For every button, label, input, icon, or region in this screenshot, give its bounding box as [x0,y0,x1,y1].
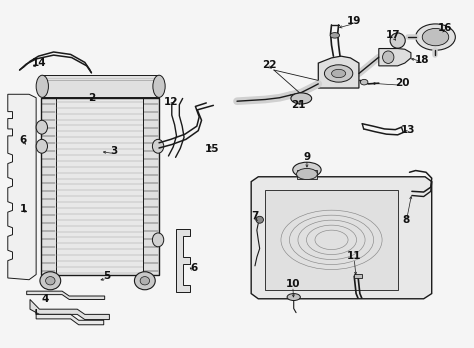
Text: 18: 18 [415,55,429,65]
Text: 6: 6 [20,135,27,145]
Text: 14: 14 [32,58,47,68]
Text: 20: 20 [395,78,410,88]
Text: 16: 16 [438,23,452,33]
Polygon shape [27,291,105,300]
Text: 8: 8 [402,215,410,225]
Bar [354,274,362,278]
Ellipse shape [293,162,321,177]
Text: 7: 7 [251,211,259,221]
Bar [56,98,144,275]
Ellipse shape [324,65,353,82]
Text: 22: 22 [262,60,276,70]
Ellipse shape [153,75,165,97]
Ellipse shape [330,33,339,38]
Ellipse shape [360,79,368,85]
Ellipse shape [140,277,150,285]
Ellipse shape [40,272,61,290]
Polygon shape [30,300,109,319]
Ellipse shape [331,69,346,78]
Text: 6: 6 [190,263,197,273]
Bar [265,190,398,290]
Ellipse shape [383,51,394,63]
Polygon shape [8,94,36,280]
Text: 9: 9 [303,152,310,163]
Text: 11: 11 [347,252,362,261]
Text: 10: 10 [285,279,300,289]
Text: 13: 13 [401,125,415,135]
Text: 5: 5 [103,271,110,281]
Polygon shape [251,177,432,299]
Ellipse shape [36,139,47,153]
Ellipse shape [153,233,164,247]
Ellipse shape [297,168,318,180]
Polygon shape [42,75,159,97]
Ellipse shape [422,29,449,46]
Bar [41,98,56,275]
Ellipse shape [36,75,48,97]
Ellipse shape [256,216,264,223]
Bar [297,170,318,179]
Ellipse shape [416,24,456,50]
Polygon shape [379,48,411,66]
Text: 12: 12 [164,97,178,107]
Bar [41,98,159,275]
Ellipse shape [390,33,405,48]
Bar [144,98,159,275]
Polygon shape [318,56,359,88]
Text: 2: 2 [88,93,95,103]
Text: 17: 17 [386,30,400,40]
Ellipse shape [287,294,301,301]
Ellipse shape [153,139,164,153]
Text: 3: 3 [110,147,118,157]
Ellipse shape [291,93,312,104]
Polygon shape [36,309,104,325]
Polygon shape [175,229,190,292]
Text: 15: 15 [205,144,219,154]
Text: 19: 19 [347,16,361,26]
Text: 21: 21 [291,100,306,110]
Text: 4: 4 [42,294,49,304]
Ellipse shape [46,277,55,285]
Text: 1: 1 [20,204,27,214]
Ellipse shape [135,272,155,290]
Ellipse shape [36,120,47,134]
